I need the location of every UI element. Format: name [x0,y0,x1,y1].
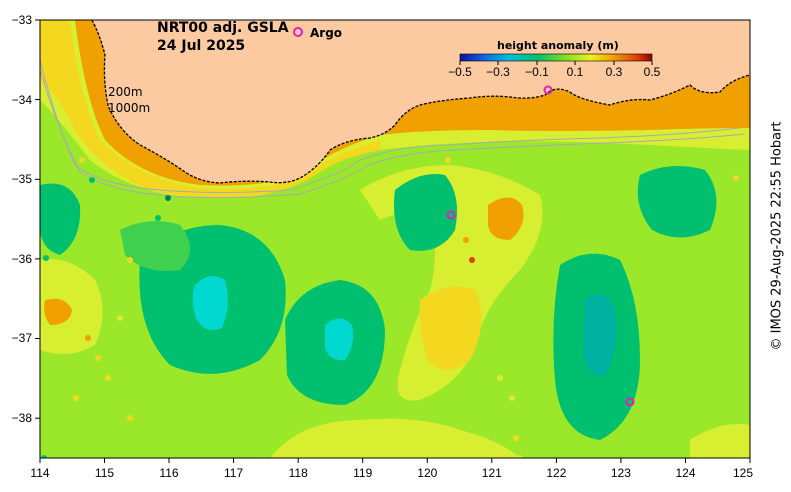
obs-dot [127,415,133,421]
y-axis: −33 −34 −35 −36 −37 −38 [12,13,40,425]
argo-floats [446,85,635,407]
isobath-200m [40,59,741,193]
lon-tick-label: 115 [95,466,114,480]
obs-dot [497,375,503,381]
obs-dot [509,395,515,401]
colorbar-tick-label: 0.1 [567,65,584,79]
lon-tick-label: 124 [675,466,695,480]
lon-tick-label: 121 [482,466,502,480]
isobath-1000m-label: 1000m [108,101,151,115]
argo-legend-label: Argo [310,26,343,40]
colorbar-tick-label: −0.3 [486,65,510,79]
colorbar: −0.5 −0.3 −0.1 0.1 0.3 0.5 [448,53,661,79]
obs-dot [165,195,171,201]
obs-dot [95,355,101,361]
obs-dot [445,157,451,163]
lon-tick-label: 119 [353,466,372,480]
argo-ring-icon [293,27,303,37]
copyright-credit: © IMOS 29-Aug-2025 22:55 Hobart [769,121,785,351]
cyan-core-mid [325,318,354,361]
obs-dot [469,257,475,263]
obs-dot [73,395,79,401]
colorbar-tick-label: 0.5 [644,65,661,79]
map-date: 24 Jul 2025 [157,38,246,54]
colorbar-title: height anomaly (m) [497,39,619,52]
yellow-band-south [270,418,520,458]
coastline [91,20,750,184]
lat-tick-label: −34 [12,93,33,107]
colorbar-tick-label: −0.5 [448,65,472,79]
obs-dot [463,237,469,243]
orange-spot-central [488,197,524,240]
lon-tick-label: 120 [417,466,437,480]
colorbar-tick-label: −0.1 [525,65,549,79]
obs-dot [105,375,111,381]
lat-tick-label: −35 [12,172,33,186]
obs-dot [117,315,123,321]
green-eddy-north [394,174,458,251]
obs-dot [733,175,739,181]
yellow-band-east [690,424,750,458]
argo-float-marker [446,210,456,220]
colorbar-gradient [459,53,653,62]
lon-tick-label: 122 [546,466,566,480]
lon-tick-label: 118 [289,466,308,480]
cyan-core-southwest [192,276,228,331]
lat-tick-label: −38 [12,411,33,425]
obs-dot [79,157,85,163]
lat-tick-label: −33 [12,13,33,27]
lon-tick-label: 123 [611,466,631,480]
obs-dot [517,455,523,458]
lat-tick-label: −36 [12,252,33,266]
obs-dot [155,215,161,221]
isobath-1000m [40,69,746,199]
green-light-patch [120,221,190,271]
yellow-ridge-west [40,259,103,354]
obs-dot [43,255,49,261]
obs-dot [513,435,519,441]
observation-dots [41,157,739,458]
obs-dot [41,455,47,458]
argo-float-marker [625,397,635,407]
green-eddy-northeast [637,166,717,238]
yellow-deep-central [419,286,482,370]
argo-legend: Argo [293,26,342,40]
colorbar-tick-marks [459,61,653,65]
obs-dot [127,257,133,263]
lon-tick-label: 125 [733,466,753,480]
teal-core-east [583,294,617,376]
map-frame [39,19,751,459]
colorbar-tick-label: 0.3 [606,65,623,79]
x-axis: 114 115 116 117 118 119 120 121 122 123 … [30,458,753,480]
orange-spot-west [44,298,72,325]
argo-float-marker [543,85,553,95]
green-eddy-far-west [40,183,81,255]
obs-dot [85,335,91,341]
map-title: NRT00 adj. GSLA [157,20,289,36]
lon-tick-label: 114 [30,466,49,480]
isobath-200m-label: 200m [108,85,143,99]
map-plot-area [40,20,750,458]
lat-tick-label: −37 [12,331,33,345]
lon-tick-label: 117 [224,466,243,480]
lon-tick-label: 116 [159,466,178,480]
obs-dot [89,177,95,183]
